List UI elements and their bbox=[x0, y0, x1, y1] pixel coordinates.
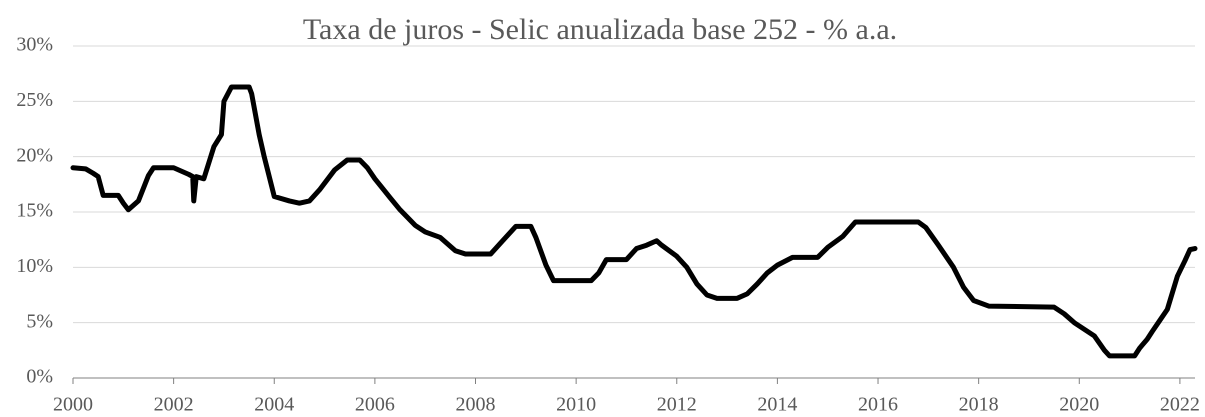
y-tick-label: 30% bbox=[16, 34, 53, 56]
line bbox=[70, 84, 1198, 359]
y-tick-label: 20% bbox=[16, 144, 53, 166]
x-tick-label: 2016 bbox=[858, 394, 898, 416]
x-tick-label: 2002 bbox=[154, 394, 194, 416]
x-tick-label: 2008 bbox=[456, 394, 496, 416]
y-tick-label: 0% bbox=[26, 366, 53, 388]
x-tick-label: 2012 bbox=[657, 394, 697, 416]
x-tick-label: 2006 bbox=[355, 394, 395, 416]
x-tick-label: 2020 bbox=[1059, 394, 1099, 416]
y-tick-label: 15% bbox=[16, 200, 53, 222]
chart-title: Taxa de juros - Selic anualizada base 25… bbox=[303, 13, 897, 46]
x-tick-label: 2004 bbox=[254, 394, 294, 416]
x-tick-label: 2022 bbox=[1160, 394, 1200, 416]
x-tick-label: 2010 bbox=[556, 394, 596, 416]
x-tick-label: 2000 bbox=[53, 394, 93, 416]
y-tick-label: 25% bbox=[16, 89, 53, 111]
y-tick-label: 5% bbox=[26, 310, 53, 332]
x-tick-label: 2018 bbox=[959, 394, 999, 416]
x-tick-label: 2014 bbox=[757, 394, 797, 416]
y-tick-label: 10% bbox=[16, 255, 53, 277]
